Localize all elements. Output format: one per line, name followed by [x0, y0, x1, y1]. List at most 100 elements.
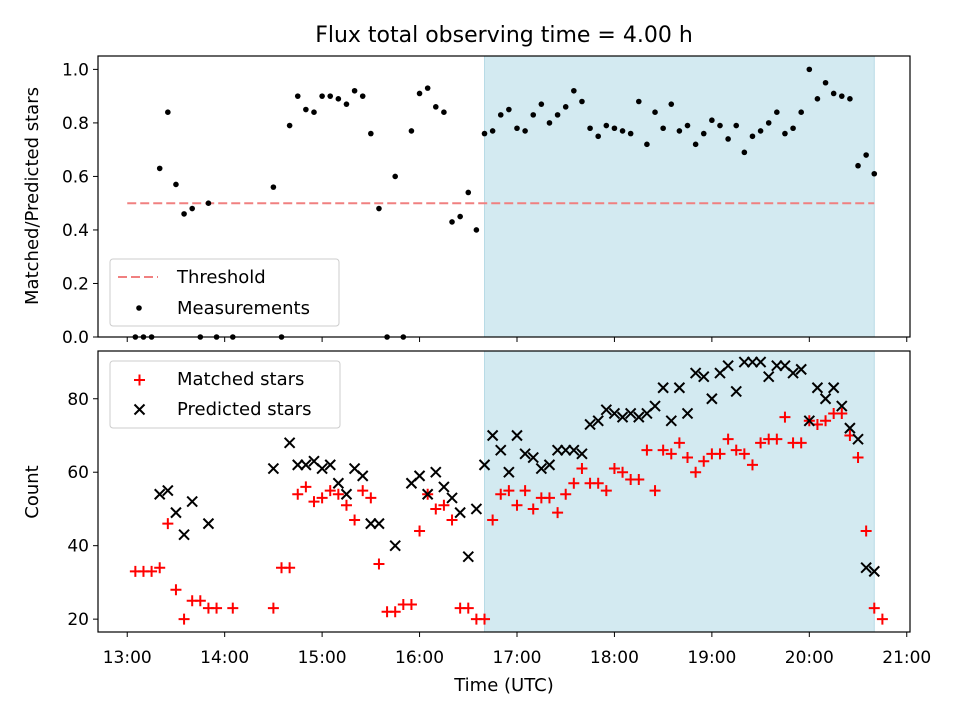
measurement-point	[311, 109, 317, 115]
x-tick-label: 19:00	[687, 648, 736, 668]
measurement-point	[692, 141, 699, 148]
predicted-star-point	[844, 422, 856, 434]
measurement-point	[376, 205, 382, 212]
predicted-star-point	[283, 437, 296, 449]
predicted-star-point	[689, 367, 702, 379]
predicted-star-point	[673, 382, 686, 394]
legend-matched-swatch	[134, 374, 145, 386]
matched-star-point	[495, 488, 507, 500]
chart-title: Flux total observing time = 4.00 h	[315, 23, 693, 48]
measurement-point	[546, 120, 553, 126]
matched-star-point	[860, 525, 872, 537]
matched-star-point	[722, 433, 734, 445]
predicted-star-point	[576, 448, 588, 460]
matched-star-point	[154, 562, 166, 574]
predicted-star-point	[681, 407, 694, 420]
matched-star-point	[771, 433, 783, 445]
measurement-point	[294, 93, 301, 99]
top-y-axis-label: Matched/Predicted stars	[22, 87, 43, 305]
predicted-star-point	[486, 429, 499, 442]
matched-star-point	[527, 503, 539, 515]
legend-predicted-label: Predicted stars	[177, 399, 311, 420]
matched-star-point	[519, 485, 531, 497]
bottom-shaded-region	[484, 350, 875, 633]
matched-star-point	[146, 565, 158, 577]
matched-star-point	[292, 488, 304, 500]
measurement-point	[798, 109, 804, 115]
matched-star-point	[673, 437, 685, 449]
predicted-star-point	[324, 459, 336, 471]
measurement-point	[351, 87, 358, 94]
legend-measurements-label: Measurements	[177, 298, 310, 319]
matched-star-point	[868, 602, 880, 614]
matched-star-point	[649, 485, 661, 497]
matched-star-point	[211, 602, 223, 614]
x-tick-label: 16:00	[395, 648, 444, 668]
matched-star-point	[592, 477, 604, 489]
predicted-star-point	[470, 503, 483, 515]
matched-star-point	[414, 525, 426, 537]
measurement-point	[700, 130, 707, 137]
predicted-star-point	[730, 385, 742, 398]
predicted-star-point	[357, 470, 369, 482]
measurement-point	[644, 141, 650, 148]
legend-box	[109, 258, 340, 327]
x-tick-label: 13:00	[103, 648, 152, 668]
predicted-star-point	[421, 488, 434, 500]
matched-star-point	[730, 444, 742, 456]
measurement-point	[327, 93, 334, 99]
measurement-point	[814, 96, 821, 102]
predicted-star-point	[340, 488, 353, 500]
measurement-point	[725, 136, 731, 142]
measurement-point	[522, 128, 528, 134]
matched-star-point	[284, 562, 296, 574]
predicted-star-point	[446, 492, 458, 504]
predicted-star-point	[373, 517, 385, 530]
measurement-point	[497, 112, 504, 118]
matched-star-point	[324, 485, 336, 497]
matched-star-point	[308, 496, 320, 508]
measurement-point	[286, 122, 293, 129]
matched-star-point	[227, 602, 239, 614]
measurement-point	[181, 211, 187, 217]
matched-star-point	[560, 488, 572, 500]
measurement-point	[538, 101, 545, 107]
matched-star-point	[340, 499, 352, 511]
ratio-panel: 0.0 0.2 0.4 0.6 0.8 1.0 Threshold Measurements	[62, 55, 911, 348]
measurement-point	[660, 125, 666, 132]
measurement-point	[530, 112, 537, 118]
top-y-tick-label: 0.6	[62, 167, 89, 187]
matched-star-point	[836, 407, 848, 419]
predicted-star-point	[413, 470, 426, 482]
predicted-star-point	[657, 382, 669, 394]
measurement-point	[156, 165, 163, 172]
bottom-legend: Matched stars Predicted stars	[109, 360, 341, 429]
bottom-y-axis-label: Count	[22, 465, 43, 518]
measurement-point	[595, 133, 601, 140]
measurement-point	[165, 109, 171, 115]
bottom-y-tick-label: 60	[67, 463, 89, 483]
measurement-point	[587, 125, 593, 132]
predicted-star-point	[852, 433, 864, 445]
matched-star-point	[633, 474, 645, 486]
predicted-star-point	[738, 356, 751, 368]
measurement-point	[319, 93, 325, 99]
predicted-star-point	[754, 356, 767, 368]
x-tick-label: 14:00	[200, 648, 249, 668]
x-axis-label: Time (UTC)	[453, 675, 554, 696]
measurement-point	[806, 66, 813, 73]
predicted-star-point	[698, 371, 710, 383]
measurement-point	[270, 184, 277, 190]
measurement-point	[822, 79, 829, 86]
predicted-star-point	[633, 411, 645, 423]
measurement-point	[303, 106, 309, 113]
bottom-y-tick-label: 40	[67, 537, 89, 557]
matched-star-point	[357, 485, 369, 497]
matched-star-point	[446, 514, 458, 526]
measurement-point	[838, 93, 845, 99]
predicted-star-point	[819, 393, 832, 405]
predicted-star-point	[836, 400, 848, 412]
predicted-star-point	[600, 404, 613, 416]
legend-box	[109, 360, 341, 429]
